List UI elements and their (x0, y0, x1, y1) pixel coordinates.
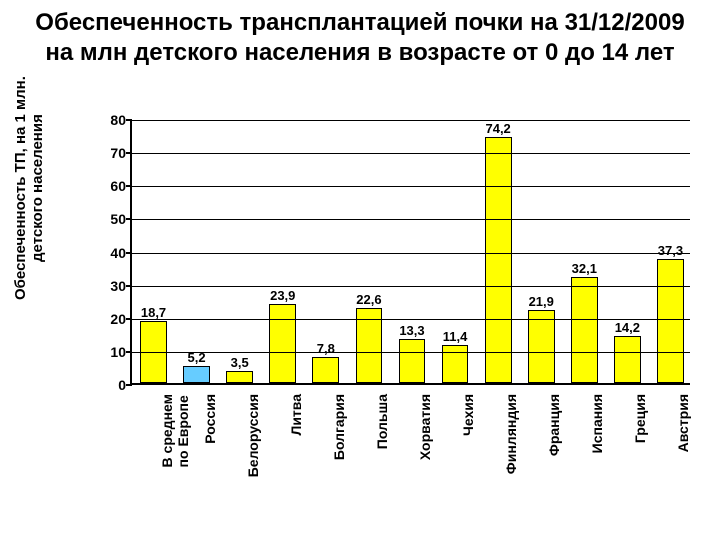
bar: 32,1 (571, 277, 598, 383)
grid-line (132, 120, 690, 121)
x-tick-label: Россия (202, 394, 218, 444)
bar-value-label: 11,4 (443, 329, 468, 346)
x-tick-label: Литва (288, 394, 304, 436)
bar-value-label: 74,2 (485, 121, 510, 138)
x-tick-label: Польша (374, 394, 390, 449)
grid-line (132, 352, 690, 353)
x-tick-label: Чехия (460, 394, 476, 436)
bar: 14,2 (614, 336, 641, 383)
bar: 21,9 (528, 310, 555, 383)
plot-region: 18,75,23,523,97,822,613,311,474,221,932,… (130, 120, 690, 385)
x-axis-labels: В среднем по Европе Россия Белоруссия Литва… (130, 388, 690, 528)
x-tick-label: В среднем по Европе (159, 394, 191, 467)
bar-value-label: 22,6 (356, 292, 381, 309)
y-tick-label: 70 (110, 145, 132, 161)
x-tick-label: Австрия (675, 394, 691, 452)
x-tick-label: Белоруссия (245, 394, 261, 477)
bar-value-label: 3,5 (231, 355, 249, 372)
bar: 5,2 (183, 366, 210, 383)
chart-title: Обеспеченность трансплантацией почки на … (0, 0, 720, 68)
grid-line (132, 286, 690, 287)
bar: 3,5 (226, 371, 253, 383)
bar: 37,3 (657, 259, 684, 383)
y-tick-label: 80 (110, 112, 132, 128)
y-axis-label: Обеспеченность ТП, на 1 млн. детского на… (12, 76, 46, 300)
x-tick-label: Греция (632, 394, 648, 443)
x-tick-label: Испания (589, 394, 605, 453)
y-tick-label: 20 (110, 311, 132, 327)
x-tick-label: Болгария (331, 394, 347, 460)
x-tick-label: Франция (546, 394, 562, 456)
y-tick-label: 50 (110, 211, 132, 227)
bar-value-label: 32,1 (572, 261, 597, 278)
x-tick-label: Хорватия (417, 394, 433, 460)
bars-container: 18,75,23,523,97,822,613,311,474,221,932,… (132, 120, 690, 383)
bar-value-label: 13,3 (399, 323, 424, 340)
y-tick-label: 10 (110, 344, 132, 360)
bar: 13,3 (399, 339, 426, 383)
bar: 23,9 (269, 304, 296, 383)
bar-value-label: 21,9 (529, 294, 554, 311)
grid-line (132, 219, 690, 220)
chart-area: 18,75,23,523,97,822,613,311,474,221,932,… (60, 120, 700, 530)
grid-line (132, 253, 690, 254)
grid-line (132, 153, 690, 154)
x-tick-label: Финляндия (503, 394, 519, 474)
bar: 74,2 (485, 137, 512, 383)
y-tick-label: 30 (110, 278, 132, 294)
grid-line (132, 319, 690, 320)
y-tick-label: 60 (110, 178, 132, 194)
y-tick-label: 40 (110, 245, 132, 261)
bar-value-label: 23,9 (270, 288, 295, 305)
bar-value-label: 7,8 (317, 341, 335, 358)
bar-value-label: 14,2 (615, 320, 640, 337)
grid-line (132, 186, 690, 187)
bar: 7,8 (312, 357, 339, 383)
